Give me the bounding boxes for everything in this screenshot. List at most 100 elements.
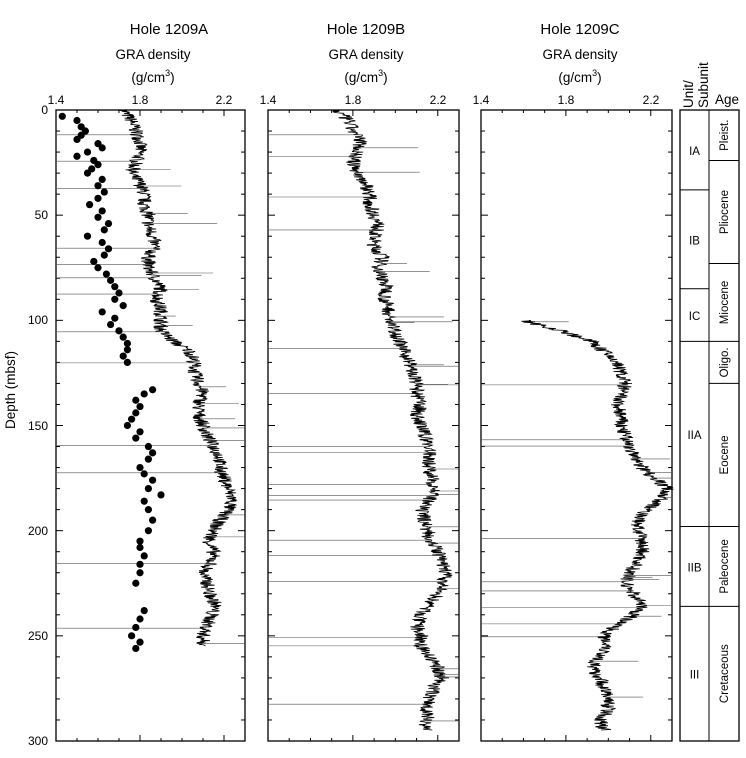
density-point — [86, 201, 94, 209]
density-point — [144, 506, 152, 514]
density-point — [111, 295, 119, 303]
density-point — [94, 213, 102, 221]
x-tick-label: 1.4 — [48, 93, 65, 107]
density-point — [58, 112, 66, 120]
x-tick-labels: 1.4 1.8 2.2 — [473, 93, 660, 107]
age-label: Miocene — [719, 281, 731, 324]
axis-ticks — [267, 109, 460, 742]
density-point — [90, 257, 98, 266]
x-axis-label: GRA density — [542, 47, 617, 62]
age-label: Paleocene — [719, 539, 731, 593]
density-point — [144, 527, 152, 535]
unit-label: IIB — [687, 562, 701, 574]
density-point — [98, 238, 106, 247]
density-point — [132, 434, 140, 442]
age-label: Oligo. — [719, 347, 731, 377]
density-trace — [521, 319, 674, 731]
unit-label: IIA — [687, 430, 701, 442]
density-point — [140, 552, 148, 560]
unit-age-cells: IA IB IC IIA IIB III Pleist. Pliocene Miocene Oli… — [679, 109, 740, 742]
density-point — [123, 421, 131, 430]
density-point — [107, 320, 115, 329]
density-point — [136, 560, 144, 568]
x-tick-label: 1.4 — [260, 93, 277, 107]
density-point — [136, 615, 144, 623]
panel-hole-1209c: Hole 1209C GRA density (g/cm3) 1.4 1.8 2… — [473, 21, 674, 742]
density-point — [136, 463, 144, 472]
density-point — [136, 543, 144, 552]
density-point — [98, 308, 106, 316]
density-point — [94, 161, 102, 169]
plot-frame — [480, 109, 673, 742]
y-tick-labels: 0 50 100 150 200 250 300 — [28, 103, 48, 748]
density-point — [132, 644, 140, 653]
density-point — [149, 516, 157, 524]
density-point — [136, 569, 144, 577]
plot-frame — [55, 109, 246, 742]
density-point — [100, 188, 108, 196]
density-point — [98, 144, 106, 152]
density-point — [104, 245, 113, 253]
density-point — [123, 346, 131, 354]
y-tick-label: 150 — [28, 419, 48, 433]
density-point — [111, 314, 119, 322]
density-point — [144, 455, 152, 463]
y-axis-label: Depth (mbsf) — [3, 351, 18, 429]
x-tick-label: 1.8 — [132, 93, 149, 107]
density-point — [102, 270, 110, 278]
x-axis-unit: (g/cm3) — [344, 68, 387, 85]
panel-title: Hole 1209C — [540, 21, 619, 38]
density-point — [100, 251, 108, 259]
density-point — [104, 219, 113, 228]
density-point — [136, 638, 144, 646]
x-tick-label: 2.2 — [216, 93, 233, 107]
x-tick-label: 2.2 — [430, 93, 447, 107]
unit-header: Unit/ — [681, 80, 696, 108]
density-point — [98, 207, 106, 215]
y-tick-label: 250 — [28, 629, 48, 643]
density-point — [123, 339, 131, 348]
unit-label: IC — [689, 311, 701, 323]
density-point — [123, 358, 131, 366]
x-axis-unit: (g/cm3) — [131, 68, 174, 85]
age-label: Pleist. — [719, 120, 731, 151]
panel-title: Hole 1209B — [327, 21, 405, 38]
axis-ticks — [55, 109, 246, 742]
panel-title: Hole 1209A — [130, 21, 208, 38]
age-header: Age — [715, 92, 739, 107]
density-point — [136, 537, 144, 545]
density-point — [73, 152, 81, 160]
data-marks — [56, 109, 245, 653]
density-point — [119, 352, 127, 360]
unit-age-column: Unit/ Subunit Age IA IB IC IIA IIB III Pleist.… — [679, 62, 740, 742]
x-axis-label: GRA density — [115, 47, 190, 62]
y-tick-label: 0 — [41, 103, 48, 117]
density-point — [98, 175, 106, 184]
x-axis-label: GRA density — [328, 47, 403, 62]
density-point — [128, 632, 136, 640]
density-point — [140, 606, 148, 615]
y-tick-label: 300 — [28, 734, 48, 748]
data-marks — [481, 319, 674, 731]
age-label: Cretaceous — [719, 644, 731, 703]
x-tick-label: 1.4 — [473, 93, 490, 107]
density-point — [115, 289, 123, 297]
density-point — [132, 579, 140, 587]
density-trace — [331, 109, 453, 731]
y-tick-label: 100 — [28, 313, 48, 327]
age-label: Eocene — [719, 435, 731, 474]
panel-hole-1209a: Hole 1209A GRA density (g/cm3) Depth (mb… — [3, 21, 246, 748]
density-point — [111, 283, 119, 291]
density-point — [157, 491, 165, 499]
density-point — [83, 232, 92, 240]
x-tick-label: 1.8 — [558, 93, 575, 107]
density-point — [149, 386, 157, 394]
density-point — [94, 194, 102, 202]
density-point — [128, 415, 136, 423]
density-point — [94, 264, 102, 272]
density-point — [100, 226, 108, 234]
density-point — [140, 497, 148, 505]
density-point — [136, 428, 144, 436]
data-marks — [268, 109, 459, 731]
density-point — [140, 390, 148, 398]
